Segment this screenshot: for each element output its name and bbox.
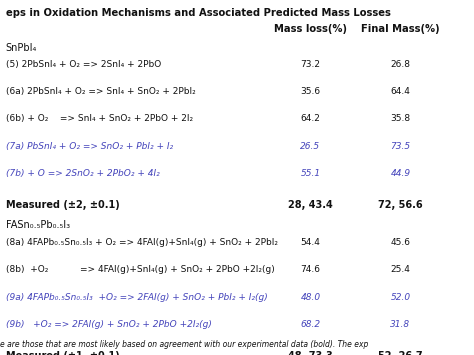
Text: 64.2: 64.2 (301, 114, 320, 123)
Text: (7b) + O => 2SnO₂ + 2PbO₂ + 4I₂: (7b) + O => 2SnO₂ + 2PbO₂ + 4I₂ (6, 169, 159, 178)
Text: 26.8: 26.8 (391, 60, 410, 69)
Text: 54.4: 54.4 (301, 238, 320, 247)
Text: 35.6: 35.6 (301, 87, 320, 96)
Text: 73.5: 73.5 (391, 142, 410, 151)
Text: eps in Oxidation Mechanisms and Associated Predicted Mass Losses: eps in Oxidation Mechanisms and Associat… (6, 8, 391, 18)
Text: 44.9: 44.9 (391, 169, 410, 178)
Text: 72, 56.6: 72, 56.6 (378, 200, 423, 210)
Text: 45.6: 45.6 (391, 238, 410, 247)
Text: Final Mass(%): Final Mass(%) (361, 24, 440, 34)
Text: Measured (±1, ±0.1): Measured (±1, ±0.1) (6, 351, 119, 355)
Text: (5) 2PbSnI₄ + O₂ => 2SnI₄ + 2PbO: (5) 2PbSnI₄ + O₂ => 2SnI₄ + 2PbO (6, 60, 161, 69)
Text: 64.4: 64.4 (391, 87, 410, 96)
Text: 26.5: 26.5 (301, 142, 320, 151)
Text: 35.8: 35.8 (391, 114, 410, 123)
Text: e are those that are most likely based on agreement with our experimental data (: e are those that are most likely based o… (0, 340, 368, 349)
Text: SnPbI₄: SnPbI₄ (6, 43, 37, 53)
Text: 48, 73.3: 48, 73.3 (288, 351, 333, 355)
Text: (8b)  +O₂           => 4FAI(g)+SnI₄(g) + SnO₂ + 2PbO +2I₂(g): (8b) +O₂ => 4FAI(g)+SnI₄(g) + SnO₂ + 2Pb… (6, 265, 274, 274)
Text: Mass loss(%): Mass loss(%) (274, 24, 347, 34)
Text: 55.1: 55.1 (301, 169, 320, 178)
Text: (6a) 2PbSnI₄ + O₂ => SnI₄ + SnO₂ + 2PbI₂: (6a) 2PbSnI₄ + O₂ => SnI₄ + SnO₂ + 2PbI₂ (6, 87, 195, 96)
Text: Measured (±2, ±0.1): Measured (±2, ±0.1) (6, 200, 119, 210)
Text: 68.2: 68.2 (301, 320, 320, 329)
Text: 31.8: 31.8 (391, 320, 410, 329)
Text: FASn₀.₅Pb₀.₅I₃: FASn₀.₅Pb₀.₅I₃ (6, 220, 70, 230)
Text: 25.4: 25.4 (391, 265, 410, 274)
Text: 52.0: 52.0 (391, 293, 410, 301)
Text: (7a) PbSnI₄ + O₂ => SnO₂ + PbI₂ + I₂: (7a) PbSnI₄ + O₂ => SnO₂ + PbI₂ + I₂ (6, 142, 173, 151)
Text: 28, 43.4: 28, 43.4 (288, 200, 333, 210)
Text: 48.0: 48.0 (301, 293, 320, 301)
Text: 52, 26.7: 52, 26.7 (378, 351, 423, 355)
Text: 73.2: 73.2 (301, 60, 320, 69)
Text: (9b)   +O₂ => 2FAI(g) + SnO₂ + 2PbO +2I₂(g): (9b) +O₂ => 2FAI(g) + SnO₂ + 2PbO +2I₂(g… (6, 320, 211, 329)
Text: (8a) 4FAPb₀.₅Sn₀.₅I₃ + O₂ => 4FAI(g)+SnI₄(g) + SnO₂ + 2PbI₂: (8a) 4FAPb₀.₅Sn₀.₅I₃ + O₂ => 4FAI(g)+SnI… (6, 238, 278, 247)
Text: 74.6: 74.6 (301, 265, 320, 274)
Text: (6b) + O₂    => SnI₄ + SnO₂ + 2PbO + 2I₂: (6b) + O₂ => SnI₄ + SnO₂ + 2PbO + 2I₂ (6, 114, 193, 123)
Text: (9a) 4FAPb₀.₅Sn₀.₅I₃  +O₂ => 2FAI(g) + SnO₂ + PbI₂ + I₂(g): (9a) 4FAPb₀.₅Sn₀.₅I₃ +O₂ => 2FAI(g) + Sn… (6, 293, 267, 301)
